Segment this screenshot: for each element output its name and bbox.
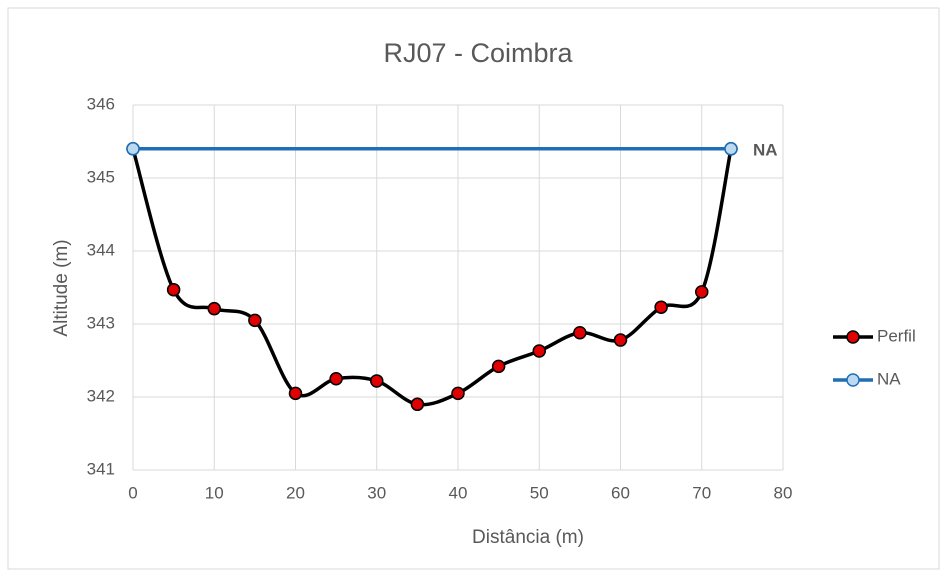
data-point [288,386,303,401]
y-tick-label: 346 [87,94,115,113]
x-tick-label: 10 [205,483,224,502]
chart-title: RJ07 - Coimbra [383,38,573,68]
data-point [207,301,221,316]
data-point [329,372,343,386]
legend-marker [846,330,860,344]
data-point [370,374,384,388]
x-tick-label: 70 [692,483,711,502]
y-axis-label: Altitude (m) [51,239,72,336]
x-tick-label: 50 [530,483,549,502]
x-tick-label: 20 [286,483,305,502]
legend-label: Perfil [877,326,916,345]
data-point [573,326,587,340]
annotation: NA [753,140,778,159]
data-point [654,300,668,314]
x-axis-label: Distância (m) [472,527,584,548]
x-tick-label: 0 [128,483,137,502]
data-point [532,344,546,358]
data-point [410,397,425,412]
data-point [491,359,506,374]
data-point [166,282,181,297]
x-tick-label: 80 [774,483,793,502]
y-tick-label: 342 [87,386,115,405]
legend-marker [846,373,860,387]
x-tick-label: 30 [367,483,386,502]
y-tick-label: 344 [87,240,115,259]
data-point [613,333,628,347]
x-tick-label: 60 [611,483,630,502]
chart-frame [7,7,940,570]
y-tick-label: 343 [87,313,115,332]
data-point [126,142,140,156]
data-point [695,285,709,299]
x-tick-label: 40 [449,483,468,502]
y-tick-label: 341 [87,459,115,478]
data-point [248,313,262,328]
legend-label: NA [877,369,901,388]
data-point [724,142,738,156]
y-tick-label: 345 [87,167,115,186]
data-point [451,386,465,401]
